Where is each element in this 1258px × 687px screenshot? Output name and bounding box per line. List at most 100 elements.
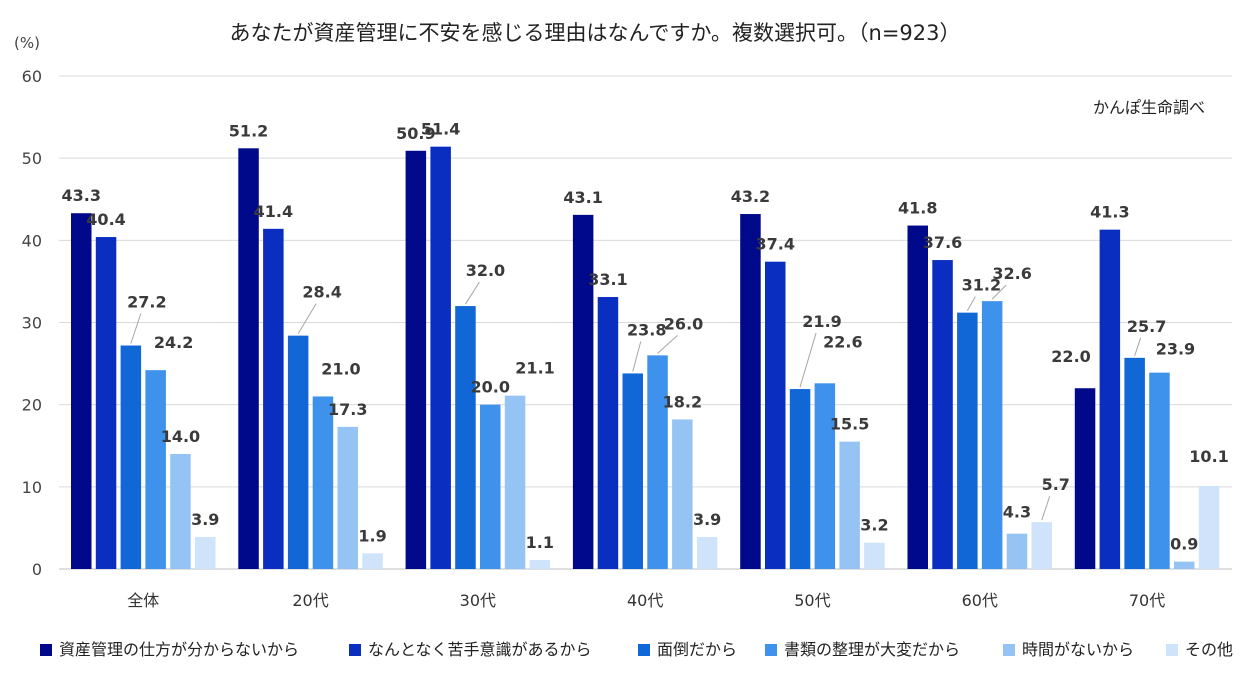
data-label: 22.6 <box>823 332 862 351</box>
leader-line <box>657 334 678 354</box>
y-tick-label: 20 <box>22 396 42 415</box>
data-label: 25.7 <box>1127 317 1166 336</box>
bar <box>1074 388 1096 569</box>
bar <box>529 559 551 569</box>
bar <box>238 148 259 569</box>
y-tick-label: 30 <box>22 314 42 333</box>
bar <box>864 542 885 569</box>
leader-line <box>632 341 642 372</box>
leader-line <box>130 313 142 344</box>
x-axis-categories: 全体 20代 30代 40代 50代 60代 70代 <box>127 591 1165 610</box>
bar <box>145 370 166 569</box>
bar <box>1174 561 1195 569</box>
data-label: 21.9 <box>802 312 841 331</box>
bar <box>430 146 451 569</box>
data-label: 41.8 <box>898 199 937 218</box>
legend-swatch <box>638 644 650 656</box>
bar <box>362 553 383 569</box>
data-label: 31.2 <box>962 276 1001 295</box>
y-axis-ticks: 0 10 20 30 40 50 60 <box>22 67 42 579</box>
bar <box>765 261 786 569</box>
y-tick-label: 50 <box>22 149 42 168</box>
bar <box>504 395 526 569</box>
data-label: 37.4 <box>756 235 795 254</box>
leader-line <box>1134 337 1142 356</box>
data-label: 41.3 <box>1090 203 1129 222</box>
legend-label: 面倒だから <box>657 640 737 659</box>
bar <box>120 345 142 569</box>
bar <box>981 301 1003 569</box>
data-label: 17.3 <box>328 400 367 419</box>
data-label: 28.4 <box>302 283 341 302</box>
data-labels: 43.3 40.4 27.2 24.2 14.0 3.9 51.2 41.4 28.4 21.0 1… <box>62 120 1229 554</box>
legend-label: 書類の整理が大変だから <box>784 640 960 659</box>
bar <box>839 441 860 569</box>
data-label: 10.1 <box>1189 447 1228 466</box>
data-label: 3.9 <box>191 510 219 529</box>
data-label: 1.9 <box>358 526 386 545</box>
x-tick-label: 60代 <box>962 591 998 610</box>
y-tick-label: 10 <box>22 478 42 497</box>
data-label: 3.2 <box>860 516 888 535</box>
data-label: 32.6 <box>992 264 1031 283</box>
data-label: 50.9 <box>396 124 435 143</box>
legend-swatch <box>1166 644 1178 656</box>
bar <box>263 228 284 569</box>
bar <box>337 426 358 569</box>
data-label: 14.0 <box>161 427 200 446</box>
data-label: 40.4 <box>86 210 125 229</box>
data-label: 3.9 <box>693 510 721 529</box>
legend-swatch <box>349 644 361 656</box>
data-label: 37.6 <box>923 233 962 252</box>
leader-line <box>991 284 1007 300</box>
x-tick-label: 70代 <box>1129 591 1165 610</box>
legend-label: 資産管理の仕方が分からないから <box>59 640 299 659</box>
bar <box>647 355 668 569</box>
bar <box>789 389 811 569</box>
data-label: 26.0 <box>664 314 703 333</box>
legend-swatch <box>40 644 52 656</box>
bar <box>696 536 718 569</box>
bar <box>195 536 216 569</box>
data-label: 21.0 <box>321 359 360 378</box>
bar <box>95 237 117 569</box>
bar <box>1198 486 1220 569</box>
leader-line <box>297 303 317 334</box>
x-tick-label: 50代 <box>794 591 830 610</box>
bar <box>1099 229 1121 569</box>
legend-swatch <box>765 644 777 656</box>
bar <box>1149 372 1170 569</box>
x-tick-label: 20代 <box>292 591 328 610</box>
legend-label: その他 <box>1185 640 1233 659</box>
y-tick-label: 60 <box>22 67 42 86</box>
y-tick-label: 0 <box>32 560 42 579</box>
bars <box>71 146 1220 570</box>
data-label: 27.2 <box>127 293 166 312</box>
data-label: 5.7 <box>1042 475 1070 494</box>
data-label: 20.0 <box>471 378 510 397</box>
bar <box>455 306 476 569</box>
leader-line <box>465 281 480 305</box>
bar <box>405 150 427 569</box>
data-label: 4.3 <box>1003 503 1031 522</box>
bar <box>170 453 191 569</box>
bar <box>312 396 334 569</box>
data-label: 24.2 <box>154 333 193 352</box>
data-label: 43.1 <box>563 188 602 207</box>
x-tick-label: 40代 <box>627 591 663 610</box>
source-note: かんぽ生命調べ <box>1093 98 1205 117</box>
bar <box>71 213 92 570</box>
data-label: 51.2 <box>229 121 268 140</box>
legend-swatch <box>1003 644 1015 656</box>
legend-label: なんとなく苦手意識があるから <box>368 640 592 659</box>
data-label: 18.2 <box>663 392 702 411</box>
bar <box>672 419 693 569</box>
leader-line <box>799 332 817 388</box>
bar <box>1124 357 1145 569</box>
data-label: 41.4 <box>254 202 293 221</box>
data-label: 15.5 <box>830 415 869 434</box>
bar <box>1031 522 1052 569</box>
bar <box>287 335 309 569</box>
y-axis-unit: (%) <box>14 34 40 52</box>
